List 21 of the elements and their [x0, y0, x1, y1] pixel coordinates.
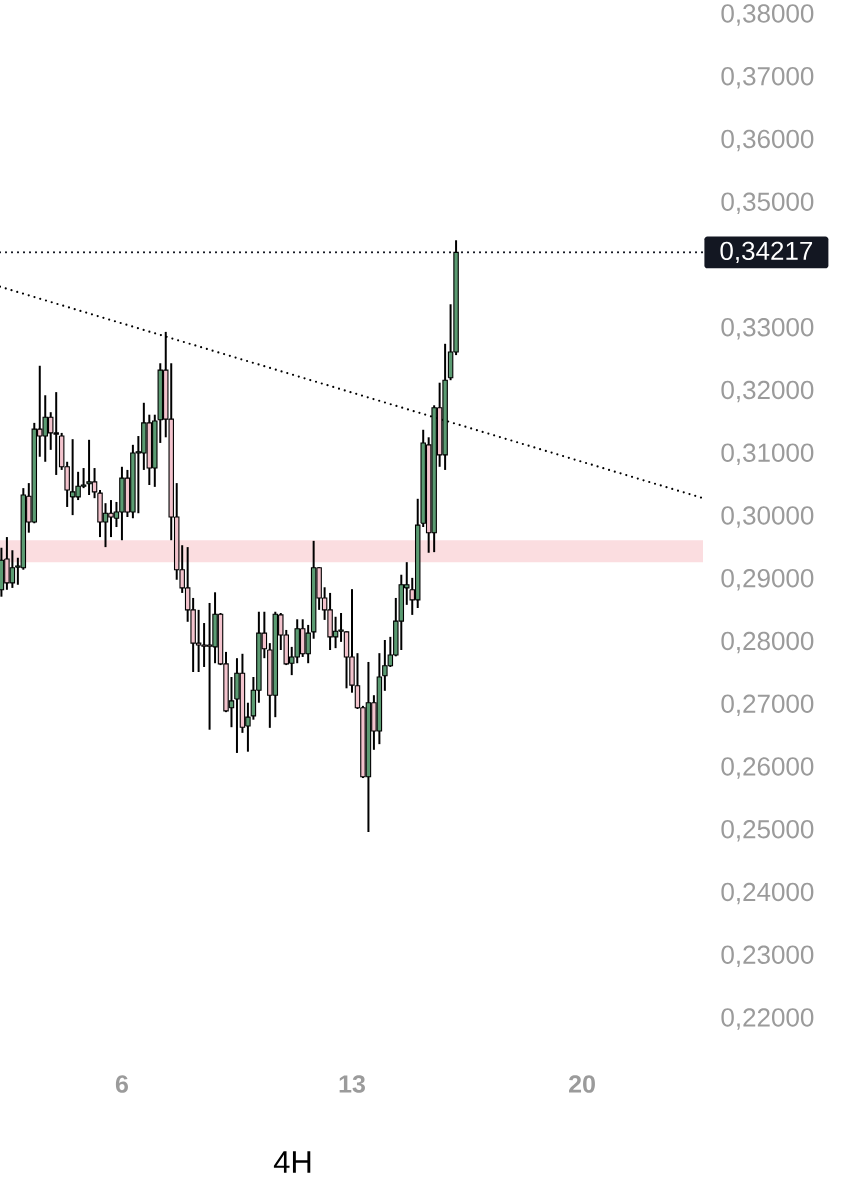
- y-tick-label: 0,23000: [721, 945, 814, 967]
- y-tick-label: 0,36000: [721, 129, 814, 152]
- text: 4H: [273, 1151, 311, 1173]
- y-tick-label: 0,33000: [721, 318, 814, 340]
- x-tick-label: 6: [115, 1075, 128, 1093]
- y-tick-label: 0,31000: [721, 443, 814, 465]
- y-tick-label: 0,37000: [721, 66, 814, 89]
- x-tick-label: 13: [339, 1075, 365, 1093]
- x-tick-label: 20: [569, 1075, 595, 1093]
- y-tick-label: 0,27000: [721, 694, 814, 716]
- y-tick-label: 0,26000: [721, 757, 814, 779]
- y-tick-label: 0,35000: [721, 192, 814, 214]
- ref-line-label: 0,34217: [720, 241, 813, 264]
- y-tick-label: 0,29000: [721, 569, 814, 591]
- y-tick-label: 0,24000: [721, 882, 814, 905]
- y-tick-label: 0,28000: [721, 631, 814, 654]
- y-tick-label: 0,22000: [721, 1008, 814, 1030]
- y-tick-label: 0,38000: [721, 4, 814, 26]
- y-tick-label: 0,25000: [721, 820, 814, 842]
- y-tick-label: 0,30000: [721, 506, 814, 528]
- y-tick-label: 0,32000: [721, 380, 814, 403]
